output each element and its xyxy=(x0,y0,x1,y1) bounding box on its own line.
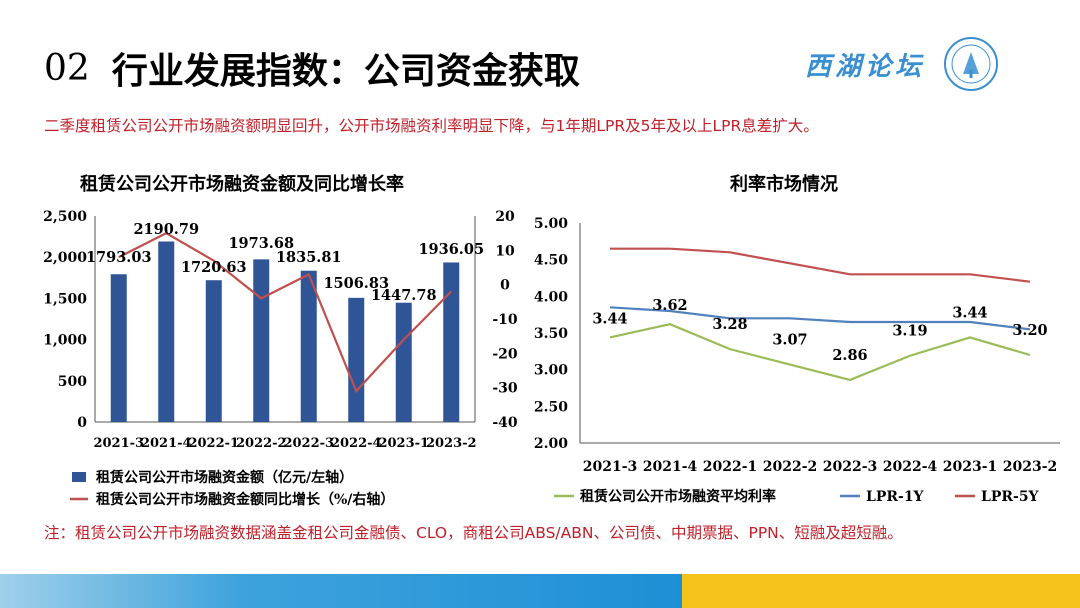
x-tick-label: 2022-1 xyxy=(703,459,758,475)
legend-bar-swatch xyxy=(72,472,86,482)
bar-2022-2 xyxy=(253,259,270,422)
left-y-tick-label: 0 xyxy=(77,415,87,431)
left-y-tick-label: 1,500 xyxy=(43,291,87,307)
x-tick-label: 2023-2 xyxy=(426,436,477,451)
x-tick-label: 2023-2 xyxy=(1003,459,1058,475)
bar-value-label: 2190.79 xyxy=(133,221,199,238)
y-tick-label: 3.00 xyxy=(534,363,568,379)
growth-rate-line xyxy=(118,231,453,394)
bar-2023-1 xyxy=(395,302,412,422)
y-tick-label: 3.50 xyxy=(534,326,568,342)
bar-2021-4 xyxy=(158,241,175,422)
y-tick-label: 4.50 xyxy=(534,253,568,269)
left-y-tick-label: 1,000 xyxy=(43,333,87,349)
lpr-5y-line xyxy=(610,247,1031,283)
right-y-tick-label: 10 xyxy=(495,243,515,259)
y-tick-label: 2.50 xyxy=(534,399,568,415)
x-tick-label: 2021-3 xyxy=(583,459,638,475)
bar-2022-1 xyxy=(205,280,222,422)
x-tick-label: 2022-4 xyxy=(883,459,938,475)
avg-rate-label: 3.44 xyxy=(592,310,627,327)
footer-band-blue xyxy=(0,574,682,608)
bar-2022-4 xyxy=(348,297,365,422)
logo-text: 西湖论坛 xyxy=(805,51,926,82)
summary-text: 二季度租赁公司公开市场融资额明显回升，公开市场融资利率明显下降，与1年期LPR及… xyxy=(44,117,819,135)
right-y-tick-label: -10 xyxy=(492,312,518,328)
x-tick-label: 2022-3 xyxy=(283,436,334,451)
bar-2023-2 xyxy=(443,262,460,422)
x-tick-label: 2022-1 xyxy=(188,436,239,451)
seal-icon xyxy=(944,37,999,91)
right-y-tick-label: -40 xyxy=(492,415,518,431)
avg-rate-label: 3.44 xyxy=(952,304,987,321)
section-number: 02 xyxy=(44,47,90,89)
bar-value-label: 1973.68 xyxy=(228,235,294,252)
y-tick-label: 2.00 xyxy=(534,436,568,452)
right-y-tick-label: -30 xyxy=(492,381,518,397)
y-tick-label: 5.00 xyxy=(534,216,568,232)
left-y-tick-label: 500 xyxy=(58,374,87,390)
lpr-1y-line xyxy=(609,306,1031,331)
x-tick-label: 2021-4 xyxy=(643,459,698,475)
avg-rate-label: 3.62 xyxy=(652,297,687,314)
footnote: 注：租赁公司公开市场融资数据涵盖金租公司金融债、CLO，商租公司ABS/ABN、… xyxy=(44,524,903,542)
bar-value-label: 1936.05 xyxy=(418,241,484,258)
left-y-tick-label: 2,000 xyxy=(43,250,87,266)
x-tick-label: 2022-4 xyxy=(331,436,382,451)
x-tick-label: 2023-1 xyxy=(378,436,429,451)
legend-avg-rate-label: 租赁公司公开市场融资平均利率 xyxy=(580,488,776,505)
avg-rate-label: 3.28 xyxy=(712,316,747,333)
title-text: 行业发展指数：公司资金获取 xyxy=(111,51,580,92)
funding-amount-chart: 0 500 1,000 1,500 2,000 2,500 -40 -30 -20 -10 0 10 2… xyxy=(43,209,518,508)
x-tick-label: 2022-2 xyxy=(236,436,287,451)
avg-rate-label: 2.86 xyxy=(832,347,867,364)
interest-rate-chart: 2.00 2.50 3.00 3.50 4.00 4.50 5.00 3.44 3.62 3.28… xyxy=(534,216,1060,505)
x-tick-label: 2021-4 xyxy=(141,436,192,451)
y-tick-label: 4.00 xyxy=(534,289,568,305)
x-tick-label: 2021-3 xyxy=(93,436,144,451)
page-title: 02 行业发展指数：公司资金获取 xyxy=(44,40,580,96)
right-chart-title: 利率市场情况 xyxy=(730,174,838,195)
left-chart-title: 租赁公司公开市场融资金额及同比增长率 xyxy=(80,174,404,195)
legend-lpr-5y-label: LPR-5Y xyxy=(981,489,1040,505)
legend-bar-label: 租赁公司公开市场融资金额（亿元/左轴） xyxy=(96,469,353,486)
avg-rate-line xyxy=(609,323,1031,382)
x-tick-label: 2022-2 xyxy=(763,459,818,475)
legend-lpr-1y-label: LPR-1Y xyxy=(866,489,925,505)
avg-rate-label: 3.07 xyxy=(772,332,807,349)
footer-band-yellow xyxy=(682,574,1080,608)
x-tick-label: 2022-3 xyxy=(823,459,878,475)
bar-value-label: 1506.83 xyxy=(323,275,389,292)
avg-rate-label: 3.20 xyxy=(1012,322,1047,339)
bar-value-label: 1720.63 xyxy=(181,259,247,276)
right-y-tick-label: 20 xyxy=(495,209,515,225)
x-tick-label: 2023-1 xyxy=(943,459,998,475)
legend-line-label: 租赁公司公开市场融资金额同比增长（%/右轴） xyxy=(96,491,394,508)
bar-value-label: 1447.78 xyxy=(371,287,437,304)
left-y-tick-label: 2,500 xyxy=(43,209,87,225)
forum-logo: 西湖论坛 xyxy=(805,36,999,92)
bar-value-label: 1835.81 xyxy=(276,249,342,266)
avg-rate-label: 3.19 xyxy=(892,323,927,340)
bar-value-label: 1793.03 xyxy=(86,249,152,266)
bar-2022-3 xyxy=(300,270,317,422)
right-y-tick-label: 0 xyxy=(500,278,510,294)
right-y-tick-label: -20 xyxy=(492,346,518,362)
bar-2021-3 xyxy=(110,274,127,422)
